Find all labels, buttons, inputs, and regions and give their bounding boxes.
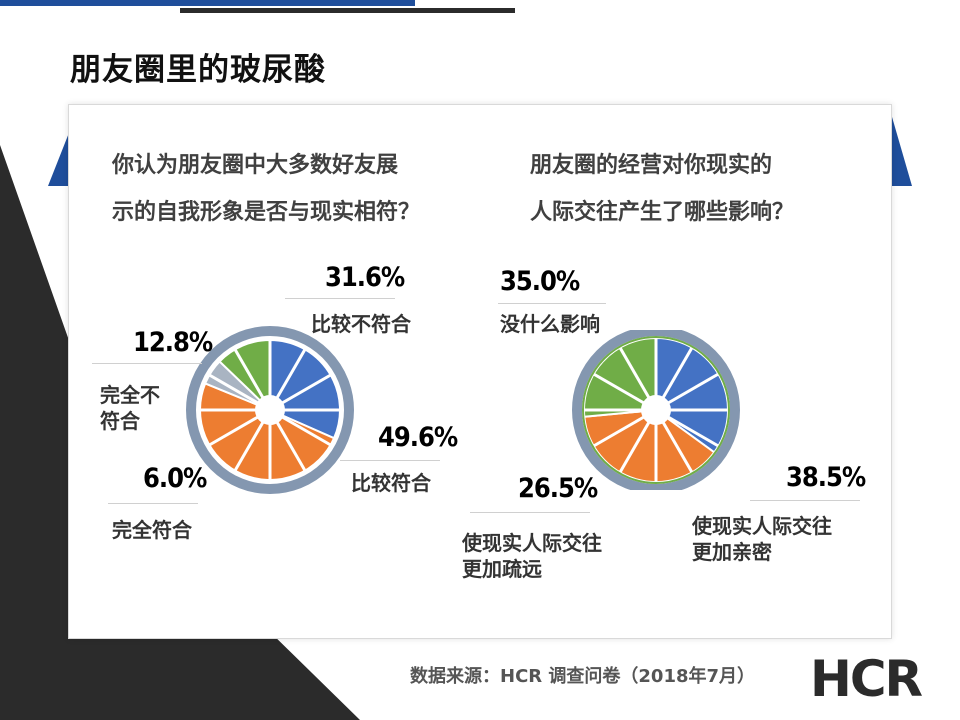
pie-spoke <box>661 421 694 474</box>
label-rule <box>108 503 198 504</box>
data-label-name-line1: 完全不 <box>100 383 160 407</box>
pie-outer-ring <box>572 330 740 490</box>
pie-spoke <box>275 421 307 472</box>
pie-spoke <box>618 421 651 474</box>
data-label-name: 完全符合 <box>112 518 192 542</box>
hcr-logo: HCR <box>810 650 925 702</box>
data-label-pct: 12.8% <box>133 327 213 358</box>
pie-spoke <box>233 421 265 472</box>
data-label-name: 使现实人际交往 更加亲密 <box>692 513 832 565</box>
right-question-line1: 朋友圈的经营对你现实的 <box>530 153 773 178</box>
pie-chart-left <box>186 326 354 494</box>
pie-outer-ring <box>186 326 354 494</box>
top-accent-bar <box>0 0 415 6</box>
left-question: 你认为朋友圈中大多数好友展 示的自我形象是否与现实相符？ <box>112 142 420 236</box>
pie-spoke <box>281 415 332 447</box>
label-rule <box>92 363 202 364</box>
page-title: 朋友圈里的玻尿酸 <box>70 52 326 88</box>
data-label-pct: 49.6% <box>378 422 458 453</box>
pie-spoke <box>667 415 720 448</box>
data-label-name-line2: 符合 <box>100 409 140 433</box>
svg-text:HCR: HCR <box>810 650 923 702</box>
data-label-pct: 26.5% <box>518 473 598 504</box>
pie-center-hub <box>642 396 670 424</box>
pie-spoke <box>275 348 307 399</box>
right-question: 朋友圈的经营对你现实的 人际交往产生了哪些影响？ <box>530 142 794 236</box>
data-label-name: 比较不符合 <box>311 312 411 336</box>
label-rule <box>340 460 440 461</box>
data-label-name: 比较符合 <box>351 471 431 495</box>
data-label-name-line1: 使现实人际交往 <box>462 531 602 555</box>
data-source-note: 数据来源：HCR 调查问卷（2018年7月） <box>410 666 756 687</box>
left-question-line2: 示的自我形象是否与现实相符？ <box>112 200 421 225</box>
pie-chart-right <box>572 330 740 490</box>
data-label-name-line2: 更加疏远 <box>462 557 542 581</box>
data-label-pct: 38.5% <box>786 462 866 493</box>
label-rule <box>470 512 590 513</box>
pie-spoke <box>233 348 265 399</box>
pie-center-hub <box>256 396 284 424</box>
data-label-pct: 31.6% <box>325 262 405 293</box>
data-label-name: 完全不 符合 <box>100 382 160 434</box>
pie-spoke <box>592 372 645 405</box>
pie-spoke <box>592 415 645 448</box>
data-label-pct: 6.0% <box>143 463 207 494</box>
label-rule <box>498 303 606 304</box>
data-label-name: 没什么影响 <box>500 312 600 336</box>
data-label-name: 使现实人际交往 更加疏远 <box>462 530 602 582</box>
data-label-pct: 35.0% <box>500 266 580 297</box>
data-label-name-line2: 更加亲密 <box>692 540 772 564</box>
data-label-name-line1: 使现实人际交往 <box>692 514 832 538</box>
left-question-line1: 你认为朋友圈中大多数好友展 <box>112 153 399 178</box>
pie-spoke <box>667 372 720 405</box>
label-rule <box>750 500 860 501</box>
pie-spoke <box>208 373 259 405</box>
pie-inner-rim <box>582 336 730 484</box>
right-question-line2: 人际交往产生了哪些影响？ <box>530 200 795 225</box>
pie-spoke <box>618 346 651 399</box>
pie-spoke <box>281 373 332 405</box>
label-rule <box>285 298 395 299</box>
pie-slice <box>583 410 716 483</box>
pie-spoke <box>661 346 694 399</box>
pie-spoke <box>208 415 259 447</box>
top-dark-bar <box>180 8 515 13</box>
